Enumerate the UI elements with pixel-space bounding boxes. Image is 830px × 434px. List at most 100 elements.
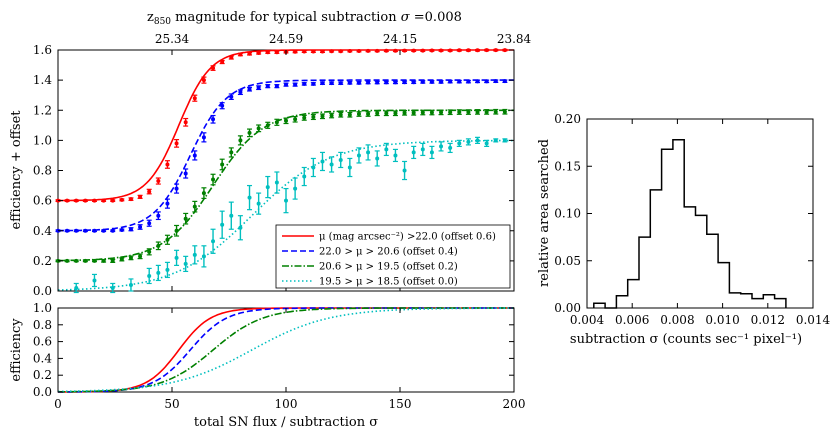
data-point-blue: [91, 228, 97, 233]
data-point-cyan: [91, 273, 97, 288]
bottom-y-tick-label: 0.0: [33, 385, 52, 399]
data-point-blue: [365, 80, 371, 85]
data-point-red: [338, 49, 344, 54]
data-point-green: [392, 110, 398, 117]
data-point-red: [493, 48, 499, 53]
data-point-blue: [274, 84, 280, 89]
data-point-green: [438, 109, 444, 116]
bottom-y-axis-label: efficiency: [9, 318, 24, 382]
data-point-cyan: [301, 166, 307, 187]
data-point-blue: [164, 198, 170, 209]
main-y-axis-label: efficiency + offset: [9, 110, 24, 230]
data-point-green: [183, 212, 189, 225]
data-point-cyan: [420, 142, 426, 157]
histogram-y-tick-label: 0.10: [554, 207, 581, 221]
data-point-cyan: [356, 147, 362, 164]
data-point-cyan: [292, 177, 298, 200]
bottom-x-tick-label: 0: [54, 397, 62, 411]
main-plot-panel: 0.0 0.2 0.4 0.6 0.8 1.0 1.2 1.4 1.6 25.34 24.59 24…: [9, 32, 532, 298]
data-point-cyan: [201, 245, 207, 268]
main-y-tick-label: 0.2: [33, 254, 52, 268]
histogram-x-tick-label: 0.012: [751, 313, 785, 327]
data-point-green: [465, 109, 471, 115]
data-point-blue: [329, 81, 335, 86]
data-point-red: [192, 94, 198, 102]
bottom-y-tick-label: 0.4: [33, 351, 52, 365]
data-point-blue: [319, 81, 325, 86]
bottom-x-axis-label: total SN flux / subtraction σ: [194, 415, 378, 430]
histogram-x-tick-label: 0.004: [570, 313, 605, 327]
main-y-tick-label: 1.0: [33, 133, 52, 147]
data-point-green: [201, 187, 207, 199]
histogram-y-tick-label: 0.20: [554, 112, 581, 126]
data-point-cyan: [128, 278, 134, 292]
data-point-green: [256, 124, 262, 133]
histogram-x-tick-label: 0.006: [615, 313, 649, 327]
data-point-cyan: [392, 148, 398, 163]
data-point-green: [119, 257, 125, 262]
data-point-green: [82, 258, 88, 263]
data-point-green: [447, 109, 453, 116]
histogram-step-outline: [593, 139, 787, 309]
main-curve-green: [57, 109, 514, 262]
data-point-red: [183, 117, 189, 127]
data-point-cyan: [493, 138, 499, 143]
bottom-x-tick-label: 200: [503, 397, 526, 411]
data-point-cyan: [338, 151, 344, 169]
data-point-blue: [265, 84, 271, 89]
data-point-red: [347, 49, 353, 54]
data-point-blue: [174, 183, 180, 194]
data-point-red: [402, 48, 408, 53]
data-point-cyan: [219, 210, 225, 239]
data-point-red: [219, 59, 225, 65]
data-point-blue: [338, 81, 344, 86]
data-point-blue: [356, 80, 362, 85]
data-point-blue: [73, 228, 79, 233]
data-point-cyan: [265, 175, 271, 199]
data-point-blue: [101, 228, 107, 233]
data-point-cyan: [447, 142, 453, 154]
data-point-green: [292, 115, 298, 123]
bottom-plot-frame: [57, 307, 515, 393]
data-point-blue: [411, 80, 417, 85]
data-point-blue: [429, 79, 435, 84]
data-point-red: [201, 76, 207, 84]
bottom-y-tick-label: 0.6: [33, 335, 52, 349]
bottom-y-tick-label: 0.2: [33, 368, 52, 382]
main-curve-cyan: [57, 139, 515, 291]
data-point-blue: [374, 80, 380, 85]
data-point-green: [219, 158, 225, 171]
data-point-red: [64, 198, 70, 203]
data-point-green: [365, 111, 371, 117]
data-point-cyan: [365, 144, 371, 161]
data-point-green: [356, 111, 362, 117]
legend-box: [275, 224, 511, 289]
data-point-cyan: [155, 264, 161, 282]
data-point-green: [237, 135, 243, 146]
data-point-red: [475, 48, 481, 53]
data-point-green: [310, 114, 316, 121]
legend-label-cyan: 19.5 > μ > 18.5 (offset 0.0): [319, 277, 458, 288]
data-point-red: [456, 48, 462, 53]
bottom-x-tick-label: 100: [275, 397, 298, 411]
data-point-green: [64, 258, 70, 263]
data-point-cyan: [319, 151, 325, 172]
data-point-green: [347, 111, 353, 118]
data-point-red: [319, 49, 325, 54]
data-point-red: [228, 55, 234, 60]
data-point-green: [210, 173, 216, 186]
data-point-cyan: [256, 192, 262, 215]
top-axis-tick-label: 25.34: [155, 32, 190, 46]
data-point-red: [392, 48, 398, 53]
main-y-tick-label: 0.0: [33, 284, 52, 298]
data-point-red: [128, 197, 134, 202]
data-point-cyan: [329, 156, 335, 173]
histogram-y-tick-label: 0.00: [554, 301, 581, 315]
data-point-cyan: [183, 255, 189, 273]
data-point-cyan: [237, 215, 243, 241]
data-point-red: [447, 48, 453, 53]
data-point-blue: [201, 132, 207, 143]
data-point-green: [411, 109, 417, 116]
data-point-blue: [420, 79, 426, 84]
data-point-red: [310, 49, 316, 54]
